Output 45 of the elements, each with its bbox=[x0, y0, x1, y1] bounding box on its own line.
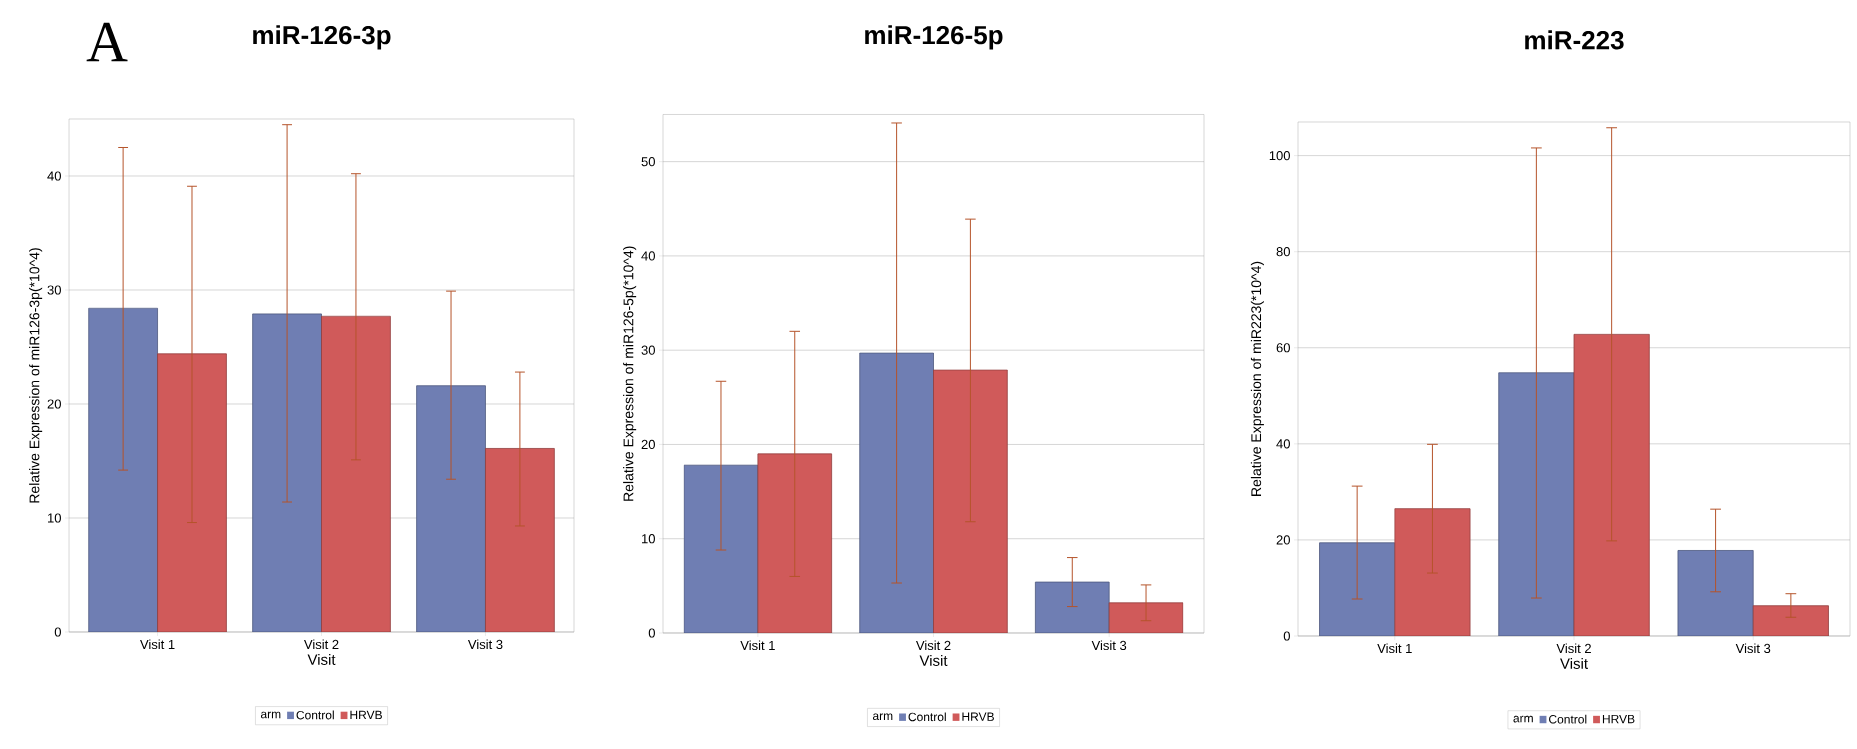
y-tick-label: 10 bbox=[48, 513, 61, 523]
x-tick-label: Visit 3 bbox=[1091, 640, 1127, 651]
y-tick-label: 30 bbox=[47, 285, 61, 295]
y-tick-label: 50 bbox=[641, 157, 655, 167]
chart-title: miR-223 bbox=[1525, 30, 1624, 50]
y-tick-label: 100 bbox=[1269, 151, 1290, 161]
y-tick-label: 20 bbox=[47, 399, 61, 409]
x-axis-title: Visit bbox=[1560, 657, 1588, 669]
chart-title: miR-126-3p bbox=[253, 25, 391, 50]
x-tick-label: Visit 1 bbox=[740, 640, 775, 651]
y-axis-title: Relative Expression of miR126-5p(*10^4) bbox=[623, 246, 637, 501]
y-tick-label: 40 bbox=[1276, 439, 1290, 449]
legend-title: arm bbox=[872, 713, 893, 721]
x-axis-title: Visit bbox=[307, 653, 336, 665]
y-tick-label: 0 bbox=[1283, 631, 1290, 641]
x-axis-title: Visit bbox=[919, 654, 948, 666]
text: A bbox=[86, 22, 128, 62]
y-tick-label: 80 bbox=[1276, 247, 1290, 257]
x-tick-label: Visit 3 bbox=[467, 639, 503, 650]
x-tick-label: Visit 2 bbox=[915, 640, 951, 651]
x-tick-label: Visit 1 bbox=[1377, 643, 1412, 654]
legend-label: Control bbox=[1549, 714, 1587, 724]
y-axis-title: Relative Expression of miR126-3p(*10^4) bbox=[29, 248, 43, 503]
y-tick-label: 10 bbox=[642, 534, 655, 544]
y-tick-label: 20 bbox=[641, 439, 655, 450]
y-axis-title: Relative Expression of miR223(*10^4) bbox=[1250, 261, 1264, 496]
y-tick-label: 30 bbox=[641, 345, 655, 355]
legend-label: HRVB bbox=[1602, 714, 1635, 724]
legend-label: HRVB bbox=[350, 710, 382, 720]
legend-label: Control bbox=[296, 710, 334, 720]
legend-title: arm bbox=[260, 711, 281, 719]
y-tick-label: 0 bbox=[648, 628, 655, 638]
x-tick-label: Visit 1 bbox=[140, 639, 175, 650]
x-tick-label: Visit 2 bbox=[1556, 643, 1591, 654]
legend-label: HRVB bbox=[962, 712, 994, 721]
y-tick-label: 0 bbox=[54, 627, 61, 637]
y-tick-label: 40 bbox=[641, 251, 655, 261]
y-tick-label: 60 bbox=[1276, 343, 1290, 353]
y-tick-label: 20 bbox=[1276, 535, 1290, 545]
legend-title: arm bbox=[1513, 715, 1533, 723]
y-tick-label: 40 bbox=[47, 171, 61, 181]
x-tick-label: Visit 3 bbox=[1735, 643, 1771, 654]
legend-label: Control bbox=[908, 712, 946, 722]
chart-title: miR-126-5p bbox=[865, 25, 1003, 50]
x-tick-label: Visit 2 bbox=[303, 639, 339, 650]
